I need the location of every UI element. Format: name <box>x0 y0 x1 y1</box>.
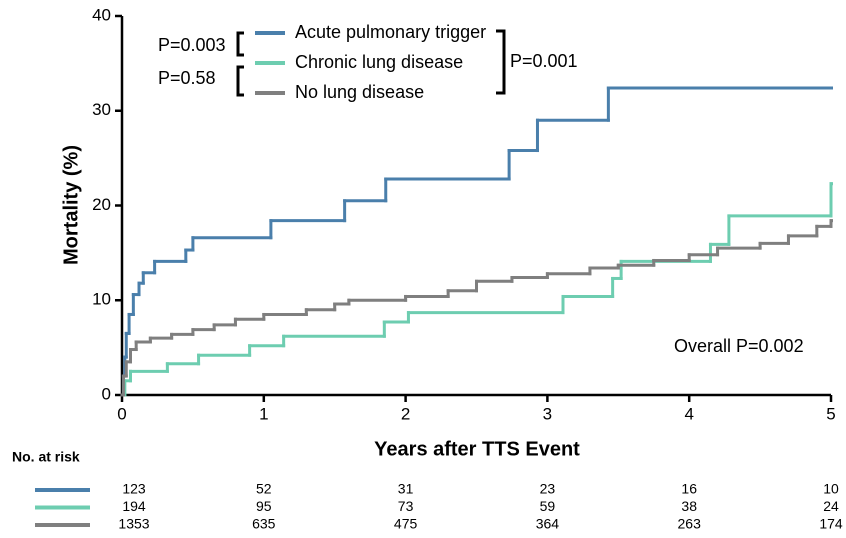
bracket <box>496 29 506 95</box>
at-risk-count: 475 <box>394 516 418 532</box>
x-axis-label: Years after TTS Event <box>374 438 580 460</box>
at-risk-count: 31 <box>398 481 414 497</box>
at-risk-count: 16 <box>681 481 697 497</box>
y-tick-label: 30 <box>92 100 111 119</box>
at-risk-count: 73 <box>398 498 414 514</box>
at-risk-count: 10 <box>823 481 839 497</box>
x-tick-label: 0 <box>117 404 126 423</box>
at-risk-title: No. at risk <box>12 449 80 465</box>
at-risk-count: 123 <box>122 481 146 497</box>
at-risk-count: 23 <box>540 481 556 497</box>
at-risk-count: 364 <box>536 516 560 532</box>
annotation: P=0.001 <box>510 51 578 71</box>
at-risk-count: 24 <box>823 498 839 514</box>
at-risk-count: 95 <box>256 498 272 514</box>
annotation: P=0.58 <box>158 68 216 88</box>
at-risk-count: 59 <box>540 498 556 514</box>
bracket <box>236 65 244 97</box>
x-tick-label: 5 <box>826 404 835 423</box>
brackets <box>236 29 506 97</box>
annotation: Overall P=0.002 <box>674 336 804 356</box>
x-tick-label: 3 <box>543 404 552 423</box>
x-tick-label: 1 <box>259 404 268 423</box>
at-risk-count: 635 <box>252 516 276 532</box>
legend-label: Acute pulmonary trigger <box>295 22 486 42</box>
y-tick-label: 0 <box>102 384 111 403</box>
x-tick-label: 2 <box>401 404 410 423</box>
y-tick-label: 10 <box>92 290 111 309</box>
legend-label: No lung disease <box>295 82 424 102</box>
y-axis-label: Mortality (%) <box>60 145 82 265</box>
at-risk-count: 194 <box>122 498 146 514</box>
legend-label: Chronic lung disease <box>295 52 463 72</box>
y-tick-label: 40 <box>92 5 111 24</box>
y-tick-label: 20 <box>92 195 111 214</box>
annotation: P=0.003 <box>158 35 226 55</box>
at-risk-count: 52 <box>256 481 272 497</box>
at-risk-count: 38 <box>681 498 697 514</box>
bracket <box>236 31 244 57</box>
at-risk-count: 263 <box>678 516 702 532</box>
at-risk-count: 174 <box>819 516 843 532</box>
x-tick-label: 4 <box>684 404 693 423</box>
at-risk-count: 1353 <box>118 516 149 532</box>
